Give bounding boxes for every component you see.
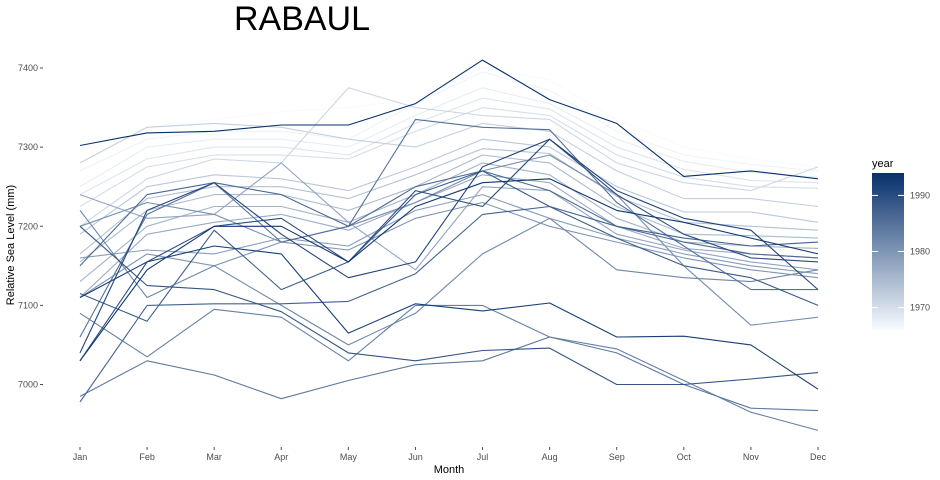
series-line-1972 (79, 122, 819, 208)
series-line-1971 (79, 87, 819, 227)
legend: year 1970 1980 1990 (872, 158, 930, 330)
series-line-1986 (79, 170, 819, 267)
series-line-1993 (79, 178, 819, 362)
series-line-1985 (79, 118, 818, 338)
y-tick-label: 7100 (18, 300, 38, 310)
series-line-1977 (79, 174, 819, 298)
series-line-1970 (79, 107, 819, 207)
series-line-1966 (79, 67, 819, 168)
series-line-1980 (79, 201, 819, 298)
x-tick-label: May (340, 452, 358, 462)
series-line-1974 (79, 148, 819, 255)
series-line-1968 (79, 87, 819, 188)
x-tick-label: Jan (73, 452, 88, 462)
x-tick-label: Nov (743, 452, 760, 462)
series-line-1978 (79, 162, 819, 271)
legend-tick-label: 1970 (910, 303, 930, 313)
y-axis: 7000 7100 7200 7300 7400 (18, 63, 43, 390)
series-line-1973 (79, 138, 819, 235)
legend-title: year (872, 158, 894, 170)
x-tick-label: Jun (408, 452, 423, 462)
x-axis-title: Month (434, 464, 465, 476)
series-line-1990 (79, 138, 819, 362)
x-tick-label: Oct (677, 452, 692, 462)
series-line-1984 (79, 336, 819, 412)
x-tick-label: Dec (810, 452, 827, 462)
chart-title: RABAUL (234, 0, 370, 38)
x-tick-label: Sep (609, 452, 625, 462)
series-line-1969 (79, 97, 819, 196)
series-line-1987 (79, 205, 819, 403)
legend-ticks: 1970 1980 1990 (872, 190, 930, 313)
x-tick-label: Aug (542, 452, 558, 462)
series-line-1981 (79, 154, 819, 326)
y-tick-label: 7000 (18, 380, 38, 390)
x-tick-label: Feb (139, 452, 155, 462)
y-tick-label: 7200 (18, 221, 38, 231)
series-line-1982 (79, 210, 819, 346)
series-line-1991 (79, 138, 819, 354)
series-line-1988 (79, 170, 819, 322)
series-line-1975 (79, 154, 819, 263)
series-line-1989 (79, 225, 819, 386)
series-line-1994 (79, 59, 819, 180)
x-axis: Jan Feb Mar Apr May Jun Jul Aug Sep Oct Nov Dec (73, 447, 827, 462)
x-tick-label: Mar (206, 452, 222, 462)
y-axis-title: Relative Sea Level (mm) (5, 185, 17, 305)
x-tick-label: Apr (274, 452, 288, 462)
series-lines (79, 59, 819, 431)
series-line-1983 (79, 304, 819, 431)
y-tick-label: 7300 (18, 142, 38, 152)
series-line-1979 (79, 194, 819, 275)
series-line-1992 (79, 245, 819, 390)
y-tick-label: 7400 (18, 63, 38, 73)
legend-tick-label: 1980 (910, 247, 930, 257)
x-tick-label: Jul (477, 452, 489, 462)
legend-tick-label: 1990 (910, 190, 930, 200)
series-line-1967 (79, 71, 819, 172)
